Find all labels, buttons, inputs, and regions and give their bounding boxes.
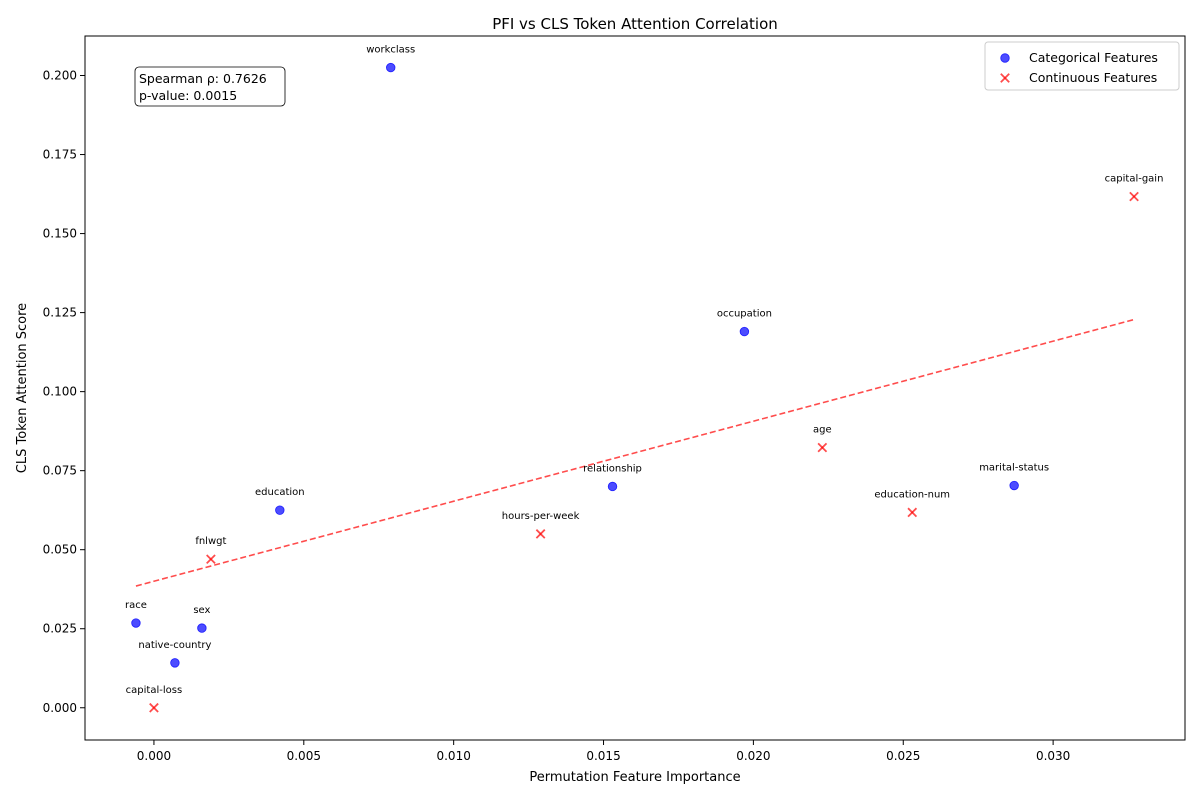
stats-annotation: Spearman ρ: 0.7626 p-value: 0.0015 (134, 66, 286, 107)
legend-label-categorical: Categorical Features (1029, 50, 1158, 65)
x-stroke (1000, 73, 1010, 83)
data-point (149, 702, 159, 713)
point-label: age (813, 425, 832, 436)
x-stroke (149, 702, 159, 713)
data-point (535, 529, 546, 539)
legend: Categorical Features Continuous Features (984, 41, 1180, 91)
point-label: fnlwgt (195, 536, 226, 547)
stats-spearman: Spearman ρ: 0.7626 (139, 71, 267, 86)
point-label: capital-loss (126, 685, 183, 696)
x-axis-title: Permutation Feature Importance (529, 770, 740, 785)
legend-marker-categorical (1000, 53, 1010, 63)
legend-label-continuous: Continuous Features (1029, 70, 1157, 85)
y-tick-label: 0.100 (43, 385, 77, 399)
x-tick-label: 0.030 (1036, 749, 1070, 763)
plot-layer: workclass occupation relationship marital-s… (125, 45, 1164, 713)
point-label: marital-status (979, 463, 1049, 474)
y-tick-label: 0.075 (43, 464, 77, 478)
x-tick-label: 0.020 (736, 749, 770, 763)
point-label: relationship (583, 463, 642, 474)
data-point (1129, 191, 1139, 202)
x-tick-label: 0.015 (586, 749, 620, 763)
data-point (275, 505, 285, 515)
x-stroke (535, 529, 546, 539)
data-point (607, 481, 618, 492)
x-tick-label: 0.005 (287, 749, 321, 763)
point-label: education-num (874, 489, 950, 500)
y-tick-label: 0.200 (43, 69, 77, 83)
point-label: workclass (366, 45, 415, 56)
legend-marker-continuous (1000, 73, 1010, 83)
y-tick-label: 0.000 (43, 701, 77, 715)
x-tick-label: 0.010 (436, 749, 470, 763)
y-axis: 0.000 0.025 0.050 0.075 0.100 0.125 0.150 0.175… (43, 69, 85, 715)
plot-frame (84, 35, 1186, 741)
stats-box (134, 66, 286, 107)
data-point (206, 554, 216, 565)
data-point (386, 62, 396, 73)
x-stroke (907, 507, 918, 518)
y-axis-title: CLS Token Attention Score (15, 303, 30, 473)
point-label: sex (193, 605, 210, 616)
stats-pvalue: p-value: 0.0015 (139, 88, 237, 103)
data-point (197, 623, 207, 633)
data-point (170, 658, 180, 668)
data-point (1009, 480, 1019, 491)
trend-line (135, 318, 1135, 587)
x-stroke (206, 554, 216, 565)
x-axis: 0.000 0.005 0.010 0.015 0.020 0.025 0.030 (137, 740, 1070, 763)
point-label: race (125, 600, 147, 611)
y-tick-label: 0.175 (43, 148, 77, 162)
chart-title: PFI vs CLS Token Attention Correlation (492, 15, 778, 33)
point-label: hours-per-week (502, 511, 580, 522)
x-stroke (1129, 191, 1139, 202)
legend-x-marker (1000, 73, 1010, 83)
data-point (817, 442, 828, 453)
x-tick-label: 0.000 (137, 749, 171, 763)
y-tick-label: 0.025 (43, 622, 77, 636)
point-label: occupation (717, 309, 772, 320)
legend-box (984, 41, 1180, 91)
point-label: education (255, 487, 305, 498)
y-tick-label: 0.125 (43, 306, 77, 320)
x-stroke (817, 442, 828, 453)
data-point (739, 326, 750, 337)
legend-circle-marker (1000, 53, 1010, 63)
y-tick-label: 0.150 (43, 227, 77, 241)
data-point (907, 507, 918, 518)
point-label: capital-gain (1105, 174, 1164, 185)
x-tick-label: 0.025 (886, 749, 920, 763)
point-label: native-country (138, 640, 211, 651)
data-point (131, 618, 141, 628)
y-tick-label: 0.050 (43, 543, 77, 557)
